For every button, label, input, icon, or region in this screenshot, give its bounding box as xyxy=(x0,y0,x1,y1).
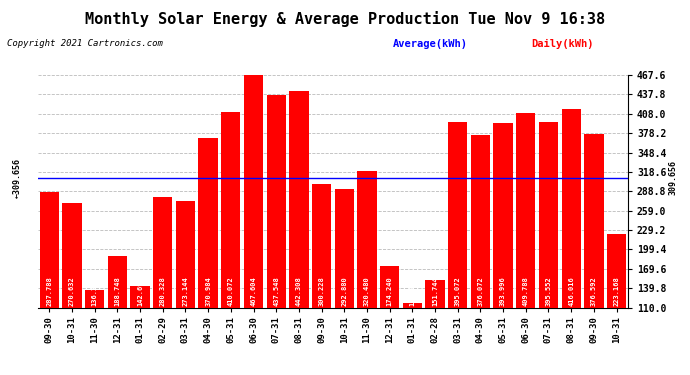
Text: 223.168: 223.168 xyxy=(613,276,620,306)
Text: 467.604: 467.604 xyxy=(250,276,257,306)
Bar xyxy=(108,256,127,307)
Text: 270.632: 270.632 xyxy=(69,276,75,306)
Text: 136.384: 136.384 xyxy=(92,276,98,306)
Text: 395.552: 395.552 xyxy=(546,276,551,306)
Bar xyxy=(426,280,444,308)
Text: 320.480: 320.480 xyxy=(364,276,370,306)
Bar xyxy=(403,303,422,307)
Text: 376.592: 376.592 xyxy=(591,276,597,306)
Text: 292.880: 292.880 xyxy=(342,276,347,306)
Bar xyxy=(39,192,59,308)
Text: 273.144: 273.144 xyxy=(182,276,188,306)
Bar xyxy=(266,94,286,308)
Bar xyxy=(335,189,354,308)
Text: 376.072: 376.072 xyxy=(477,276,484,306)
Bar xyxy=(153,197,172,308)
Bar xyxy=(199,138,218,308)
Bar xyxy=(357,171,377,308)
Text: Average(kWh): Average(kWh) xyxy=(393,39,469,50)
Text: Copyright 2021 Cartronics.com: Copyright 2021 Cartronics.com xyxy=(7,39,163,48)
Text: 151.744: 151.744 xyxy=(432,276,438,306)
Bar xyxy=(493,123,513,308)
Bar xyxy=(516,112,535,308)
Text: 116.984: 116.984 xyxy=(409,276,415,306)
Text: 188.748: 188.748 xyxy=(115,276,120,306)
Text: 370.984: 370.984 xyxy=(205,276,211,306)
Bar xyxy=(176,201,195,308)
Text: 409.788: 409.788 xyxy=(523,276,529,306)
Text: Monthly Solar Energy & Average Production Tue Nov 9 16:38: Monthly Solar Energy & Average Productio… xyxy=(85,11,605,27)
Bar xyxy=(85,290,104,308)
Bar xyxy=(607,234,627,308)
Text: 416.016: 416.016 xyxy=(568,276,574,306)
Text: 174.240: 174.240 xyxy=(386,276,393,306)
Bar xyxy=(562,108,581,307)
Text: 287.788: 287.788 xyxy=(46,276,52,306)
Text: 410.072: 410.072 xyxy=(228,276,234,306)
Text: Daily(kWh): Daily(kWh) xyxy=(531,39,594,50)
Text: 300.228: 300.228 xyxy=(319,276,324,306)
Text: 309.656: 309.656 xyxy=(668,160,678,195)
Bar xyxy=(471,135,490,308)
Bar xyxy=(539,122,558,308)
Bar xyxy=(244,75,263,307)
Bar xyxy=(584,134,604,308)
Bar xyxy=(221,112,240,308)
Text: 142.692: 142.692 xyxy=(137,276,143,306)
Bar xyxy=(62,203,81,308)
Bar xyxy=(448,122,467,308)
Bar xyxy=(380,266,400,308)
Bar xyxy=(289,92,308,308)
Bar xyxy=(130,286,150,308)
Text: 395.072: 395.072 xyxy=(455,276,461,306)
Text: 393.996: 393.996 xyxy=(500,276,506,306)
Text: 280.328: 280.328 xyxy=(160,276,166,306)
Text: 437.548: 437.548 xyxy=(273,276,279,306)
Bar xyxy=(312,184,331,308)
Text: ←309.656: ←309.656 xyxy=(12,158,22,198)
Text: 442.308: 442.308 xyxy=(296,276,302,306)
